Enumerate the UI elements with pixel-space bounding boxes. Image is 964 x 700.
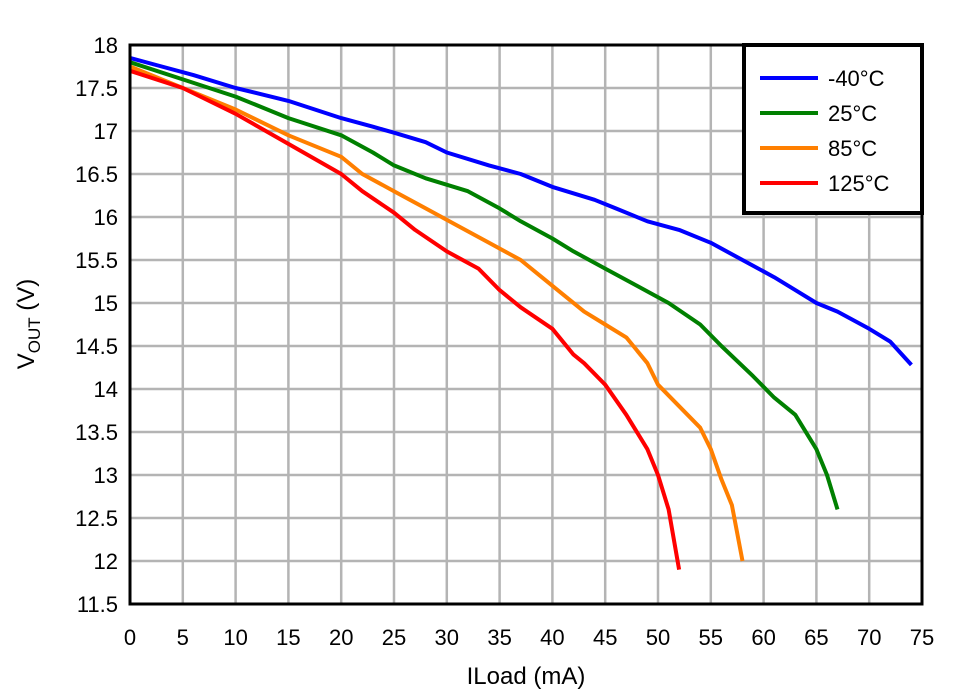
plot-frame	[128, 43, 924, 606]
x-tick-label: 15	[276, 625, 300, 650]
series-line-0	[129, 55, 913, 367]
y-tick-label: 17.5	[75, 76, 118, 101]
x-tick-label: 55	[699, 625, 723, 650]
y-tick-label: 12	[94, 549, 118, 574]
y-tick-label: 16	[94, 205, 118, 230]
y-tick-label: 12.5	[75, 506, 118, 531]
legend-label-3: 125°C	[828, 171, 890, 196]
y-tick-label: 14	[94, 377, 118, 402]
legend: -40°C 25°C 85°C 125°C	[742, 43, 924, 215]
x-tick-label: 75	[910, 625, 934, 650]
series-line-1	[129, 60, 840, 510]
y-axis-label: VOUT (V)	[13, 279, 44, 370]
series-lines	[129, 55, 913, 570]
series-line-3	[129, 68, 682, 570]
y-tick-label: 17	[94, 119, 118, 144]
x-tick-label: 45	[593, 625, 617, 650]
y-axis-label-sub: OUT	[25, 317, 44, 353]
y-tick-labels: 11.5 12 12.5 13 13.5 14 14.5 15 15.5 16 16.5 17 17.5…	[75, 33, 118, 617]
series-line-2	[129, 64, 745, 562]
x-tick-label: 20	[329, 625, 353, 650]
x-tick-label: 0	[124, 625, 136, 650]
y-tick-label: 15.5	[75, 248, 118, 273]
y-tick-label: 11.5	[77, 592, 118, 617]
y-tick-label: 18	[94, 33, 118, 58]
x-axis-label: ILoad (mA)	[467, 663, 586, 690]
y-axis-label-main: V	[13, 353, 40, 369]
legend-label-0: -40°C	[828, 66, 885, 91]
x-tick-label: 10	[223, 625, 247, 650]
x-tick-labels: 0 5 10 15 20 25 30 35 40 45 50 55 60 65 70 75	[124, 625, 934, 650]
x-tick-label: 60	[751, 625, 775, 650]
x-tick-label: 30	[435, 625, 459, 650]
x-tick-label: 50	[646, 625, 670, 650]
y-tick-label: 15	[94, 291, 118, 316]
y-tick-label: 14.5	[75, 334, 118, 359]
x-tick-label: 65	[804, 625, 828, 650]
x-tick-label: 25	[382, 625, 406, 650]
x-tick-label: 5	[177, 625, 189, 650]
y-tick-label: 16.5	[75, 162, 118, 187]
y-tick-label: 13.5	[75, 420, 118, 445]
x-tick-label: 70	[857, 625, 881, 650]
legend-label-2: 85°C	[828, 136, 877, 161]
x-tick-label: 35	[487, 625, 511, 650]
y-tick-label: 13	[94, 463, 118, 488]
legend-label-1: 25°C	[828, 101, 877, 126]
x-tick-label: 40	[540, 625, 564, 650]
y-axis-label-unit: (V)	[13, 279, 40, 318]
